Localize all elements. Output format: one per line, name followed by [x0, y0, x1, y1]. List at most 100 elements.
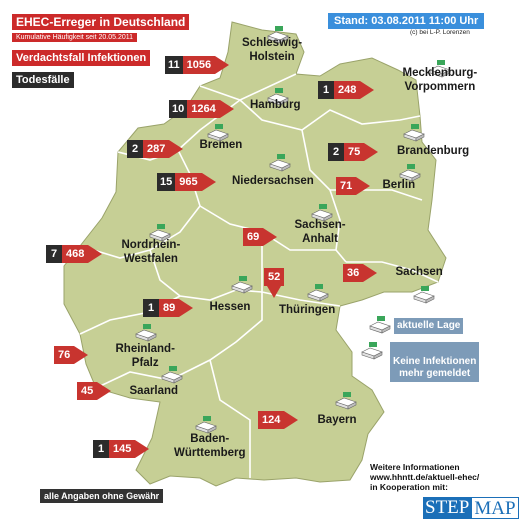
pointer-arrow [219, 100, 234, 118]
case-count: 36 [343, 264, 364, 282]
pointer-arrow [284, 411, 299, 429]
state-name: Saarland [129, 385, 179, 397]
case-badge: 69 [243, 228, 278, 246]
pointer-arrow [97, 382, 112, 400]
death-count: 11 [165, 56, 183, 74]
case-badge: 76 [54, 346, 89, 364]
state-name: Mecklenburg- Vorpommern [402, 67, 478, 93]
case-badge: 1 145 [93, 440, 150, 458]
status-icon [195, 416, 217, 434]
state-name: Berlin [382, 179, 416, 191]
pointer-arrow [360, 81, 375, 99]
state-name: Schleswig- Holstein [242, 37, 303, 63]
pointer-arrow [201, 173, 216, 191]
pointer-arrow [215, 56, 230, 74]
source-note: (c) bei L-P. Lorenzen [410, 29, 470, 36]
status-icon [361, 342, 383, 360]
state-border [209, 359, 251, 478]
state-name: Bayern [317, 414, 357, 426]
map-title: EHEC-Erreger in Deutschland [12, 14, 190, 30]
map-subtitle: Kumulative Häufigkeit seit 20.05.2011 [12, 33, 137, 42]
case-count: 145 [109, 440, 136, 458]
status-icon [307, 284, 329, 302]
info-text: Weitere Informationen www.hhntt.de/aktue… [370, 462, 480, 492]
death-count: 1 [318, 81, 334, 99]
death-count: 7 [46, 245, 62, 263]
status-icon [231, 276, 253, 294]
map-land [63, 21, 447, 487]
state-name: Thüringen [279, 304, 336, 316]
status-icon [269, 154, 291, 172]
legend-current: aktuelle Lage [394, 318, 464, 334]
state-name: Brandenburg [397, 145, 470, 157]
status-icon [399, 164, 421, 182]
case-badge: 36 [343, 264, 378, 282]
case-badge: 15 965 [157, 173, 216, 191]
case-count: 52 [264, 268, 285, 286]
case-count: 45 [77, 382, 98, 400]
status-icon [161, 366, 183, 384]
legend-death: Todesfälle [12, 72, 74, 88]
case-count: 89 [159, 299, 180, 317]
legend-none: Keine Infektionen mehr gemeldet [390, 342, 480, 382]
pointer-arrow [363, 264, 378, 282]
state-name: Bremen [199, 139, 243, 151]
case-badge: 45 [77, 382, 112, 400]
disclaimer: alle Angaben ohne Gewähr [40, 489, 164, 503]
death-count: 1 [143, 299, 159, 317]
state-name: Hessen [209, 301, 251, 313]
case-count: 69 [243, 228, 264, 246]
case-badge: 7 468 [46, 245, 103, 263]
status-icon [403, 124, 425, 142]
status-icon [311, 204, 333, 222]
case-badge: 71 [336, 177, 371, 195]
death-count: 15 [157, 173, 176, 191]
pointer-arrow [179, 299, 194, 317]
status-icon [429, 60, 451, 78]
status-icon [135, 324, 157, 342]
status-icon [267, 88, 289, 106]
case-badge: 1 89 [143, 299, 194, 317]
case-count: 75 [344, 143, 365, 161]
date-stamp: Stand: 03.08.2011 11:00 Uhr [328, 13, 485, 29]
status-icon [207, 124, 229, 142]
status-icon [335, 392, 357, 410]
case-count: 1264 [187, 100, 220, 118]
death-count: 1 [93, 440, 109, 458]
state-border [239, 99, 421, 131]
case-count: 124 [258, 411, 285, 429]
case-badge: 10 1264 [169, 100, 234, 118]
case-badge: 1 248 [318, 81, 375, 99]
case-count: 76 [54, 346, 75, 364]
case-count: 71 [336, 177, 357, 195]
state-name: Baden- Württemberg [174, 433, 246, 459]
death-count: 2 [328, 143, 344, 161]
logo-right: MAP [471, 497, 519, 519]
status-icons [135, 26, 451, 434]
status-icon [267, 26, 289, 44]
pointer-arrow [88, 245, 103, 263]
stepmap-logo[interactable]: STEP MAP [423, 497, 519, 519]
state-name: Sachsen- Anhalt [294, 219, 346, 245]
status-icon [149, 224, 171, 242]
pointer-arrow [169, 140, 184, 158]
case-count: 965 [175, 173, 202, 191]
case-count: 468 [62, 245, 89, 263]
status-icon [369, 316, 391, 334]
state-name: Nordrhein- Westfalen [121, 239, 181, 265]
state-border [346, 261, 439, 283]
pointer-arrow [74, 346, 89, 364]
case-badge: 2 287 [127, 140, 184, 158]
case-badge: 52 [264, 268, 285, 298]
pointer-arrow [135, 440, 150, 458]
case-count: 1056 [182, 56, 216, 74]
state-name: Hamburg [250, 99, 301, 111]
case-count: 287 [143, 140, 170, 158]
pointer-arrow [263, 228, 278, 246]
case-badge: 11 1056 [165, 56, 230, 74]
status-icon [413, 286, 435, 304]
state-name: Niedersachsen [232, 175, 314, 187]
death-count: 10 [169, 100, 188, 118]
pointer-arrow [364, 143, 379, 161]
